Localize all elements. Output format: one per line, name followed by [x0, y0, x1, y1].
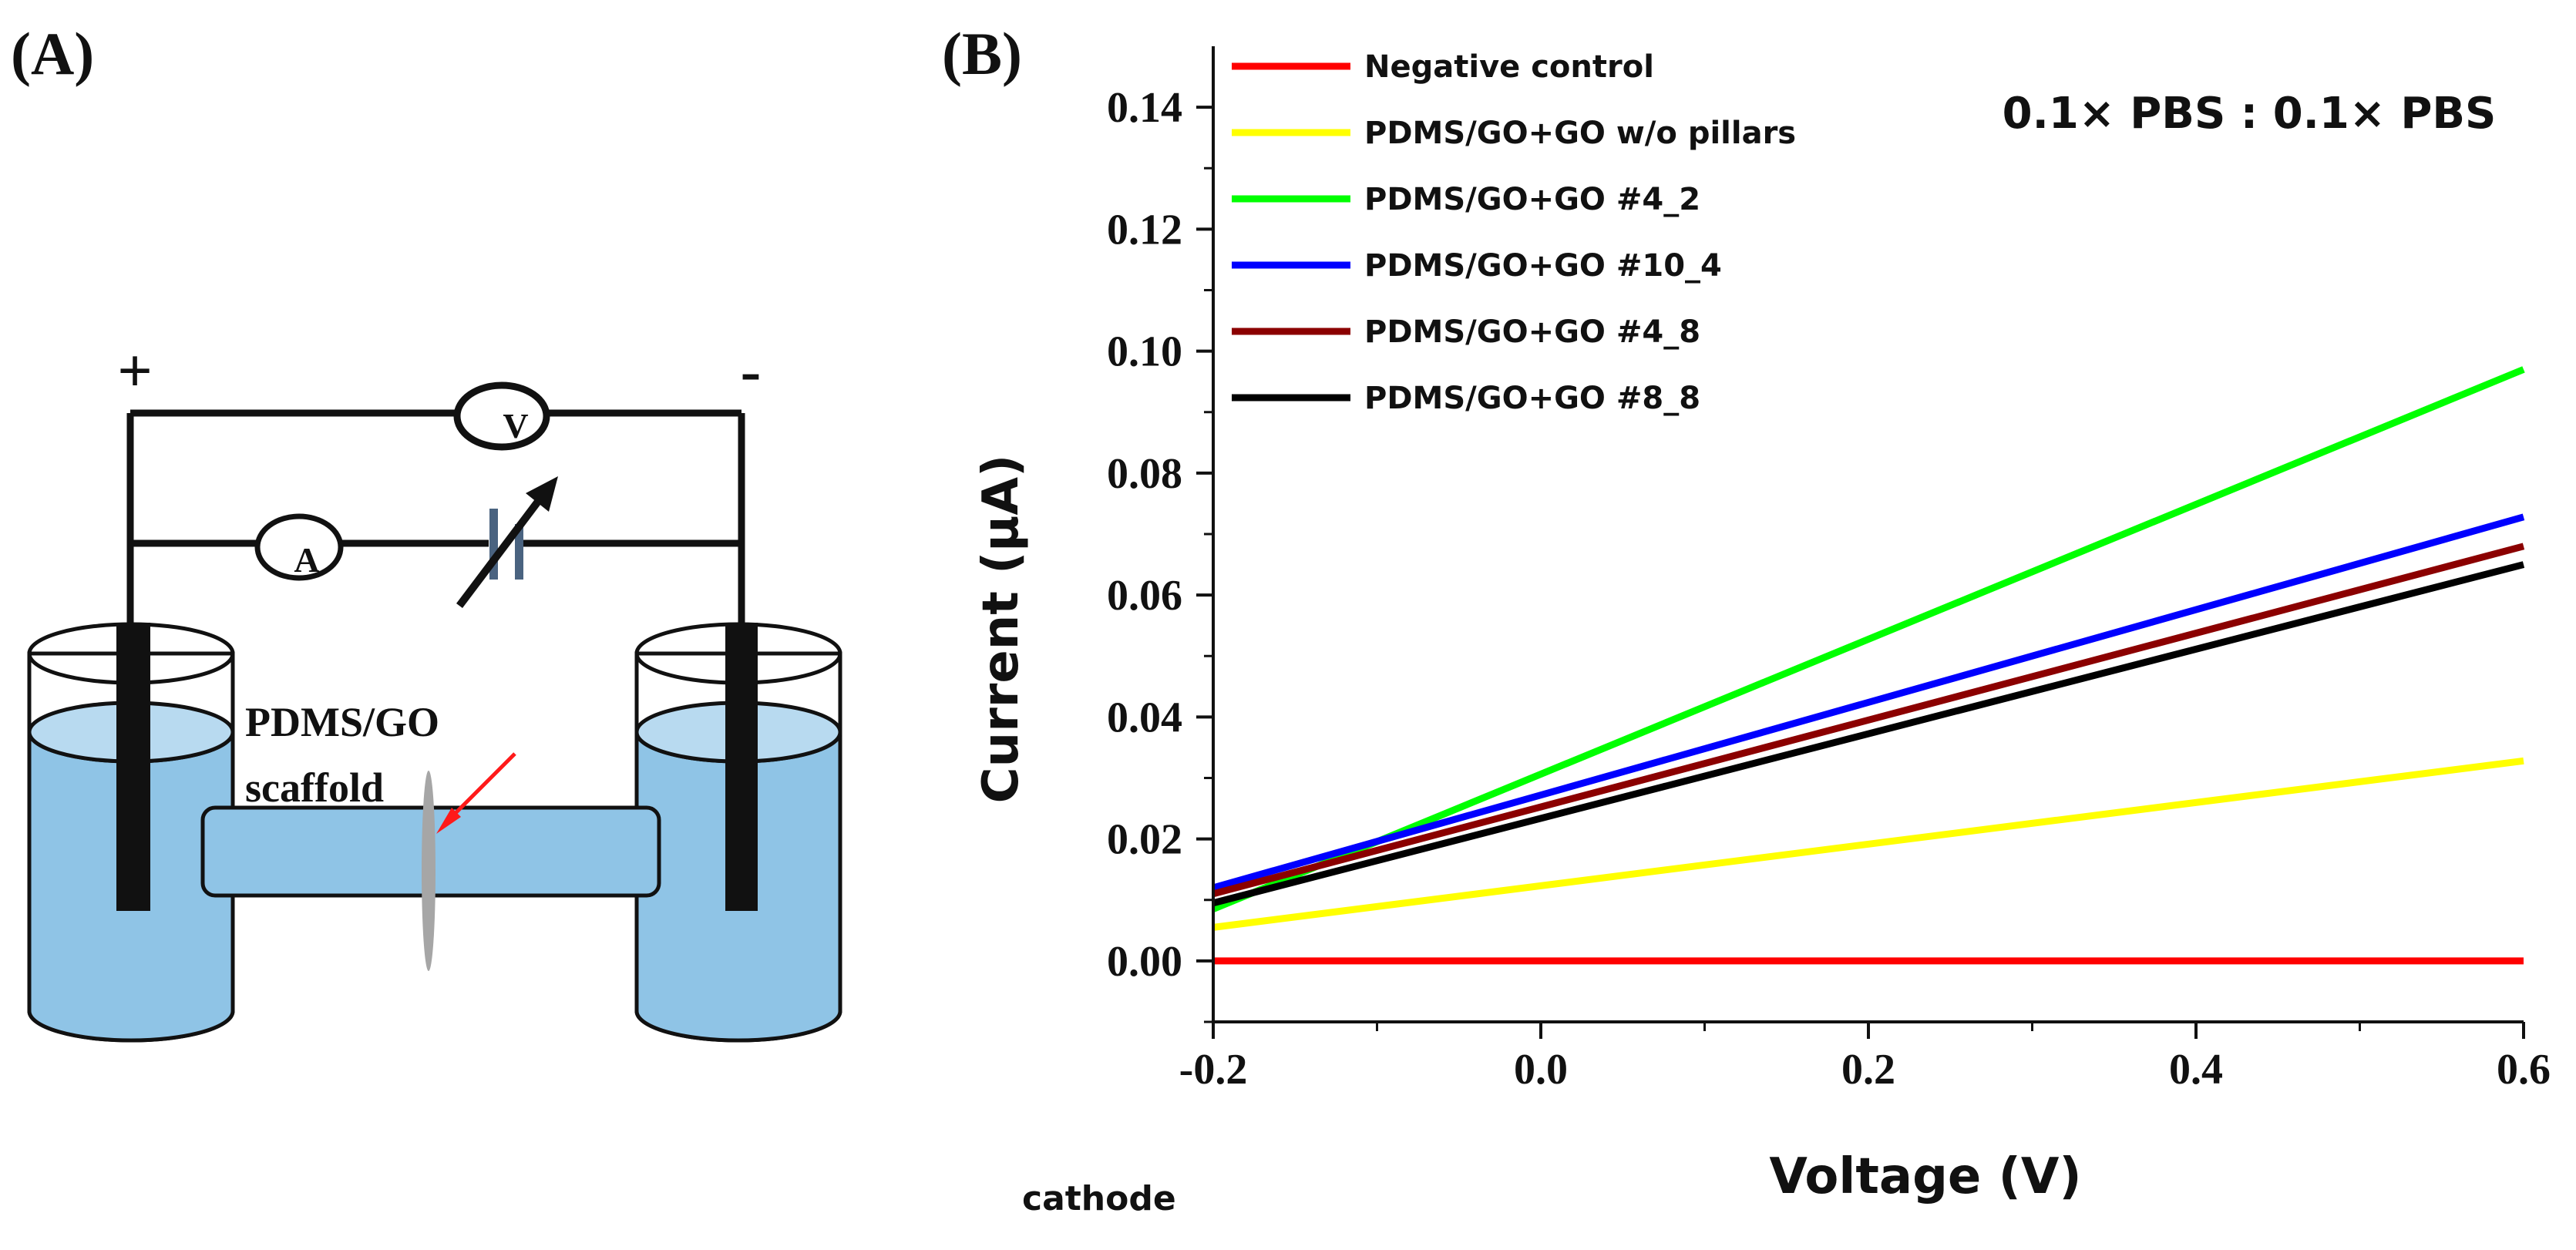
y-tick-label: 0.12 [1107, 206, 1182, 254]
legend-label-pdms-go-go-8-8: PDMS/GO+GO #8_8 [1364, 381, 1700, 416]
voltmeter-letter: V [503, 406, 528, 445]
x-tick-label: 0.0 [1514, 1046, 1568, 1094]
plus-sign: + [117, 338, 153, 405]
y-tick-label: 0.08 [1107, 450, 1182, 498]
x-tick-label: -0.2 [1179, 1046, 1248, 1094]
y-tick-label: 0.00 [1107, 938, 1182, 986]
chart-legend: Negative control PDMS/GO+GO w/o pillars PD… [1232, 49, 1796, 416]
minus-sign: - [741, 338, 762, 405]
x-axis-title: Voltage (V) [1769, 1148, 2081, 1205]
y-axis-title: Current (μA) [973, 455, 1030, 804]
legend-label-pdms-go-go-4-2: PDMS/GO+GO #4_2 [1364, 182, 1700, 217]
scaffold-label-line2: scaffold [245, 764, 384, 811]
y-tick-label: 0.14 [1107, 84, 1182, 132]
y-tick-label: 0.10 [1107, 328, 1182, 376]
voltmeter-icon: V [453, 381, 550, 451]
ammeter-letter: A [294, 540, 319, 580]
series-line-pdms-go-go-4-8 [1212, 543, 2525, 898]
y-tick-label: 0.06 [1107, 572, 1182, 620]
ammeter-circle [254, 513, 344, 581]
chart-ticks-group: 0.00 0.02 0.04 0.06 0.08 0.10 0.12 0.14 -0.2 0.0 0… [1107, 84, 2551, 1094]
right-electrode [725, 623, 758, 911]
legend-label-pdms-go-go-4-8: PDMS/GO+GO #4_8 [1364, 314, 1700, 350]
variable-battery-icon [456, 476, 558, 609]
variable-arrow-head [526, 476, 558, 512]
scaffold-pointer-arrowhead [436, 808, 461, 834]
series-line-pdms-go-go-w-o-pillars [1212, 757, 2524, 931]
panel-a: (A) + - V A [11, 20, 1176, 1218]
panel-b: (B) 0.00 0.02 0.04 0.06 0.08 0.10 0.12 0.14 -0.2… [942, 20, 2551, 1205]
scaffold-membrane [422, 771, 435, 971]
series-line-pdms-go-go-4-2 [1212, 366, 2525, 912]
y-tick-label: 0.04 [1107, 694, 1182, 741]
series-line-pdms-go-go-10-4 [1212, 513, 2525, 892]
legend-label-pdms-go-go-w-o-pillars: PDMS/GO+GO w/o pillars [1364, 116, 1796, 151]
legend-label-negative-control: Negative control [1364, 49, 1654, 85]
voltmeter-circle [453, 381, 550, 451]
cathode-label: cathode [1022, 1179, 1176, 1218]
legend-label-pdms-go-go-10-4: PDMS/GO+GO #10_4 [1364, 248, 1722, 284]
scaffold-label-line1: PDMS/GO [245, 699, 439, 745]
ammeter-icon: A [254, 513, 344, 581]
left-electrode [116, 623, 150, 911]
panel-b-label: (B) [942, 20, 1022, 87]
y-tick-label: 0.02 [1107, 816, 1182, 864]
x-tick-label: 0.6 [2497, 1046, 2551, 1094]
x-tick-label: 0.4 [2169, 1046, 2223, 1094]
series-line-pdms-go-go-8-8 [1212, 561, 2525, 907]
scaffold-pointer-arrow [450, 752, 516, 818]
condition-annotation: 0.1× PBS : 0.1× PBS [2003, 89, 2497, 139]
chart-series-group [1212, 366, 2525, 965]
panel-a-label: (A) [11, 20, 94, 87]
x-tick-label: 0.2 [1841, 1046, 1895, 1094]
variable-arrow-shaft [456, 496, 543, 609]
battery-plate-long [489, 509, 498, 580]
iv-chart: 0.00 0.02 0.04 0.06 0.08 0.10 0.12 0.14 -0.2 0.0 0… [973, 46, 2551, 1205]
circuit-wires [126, 409, 745, 624]
battery-plate-short [515, 524, 523, 580]
